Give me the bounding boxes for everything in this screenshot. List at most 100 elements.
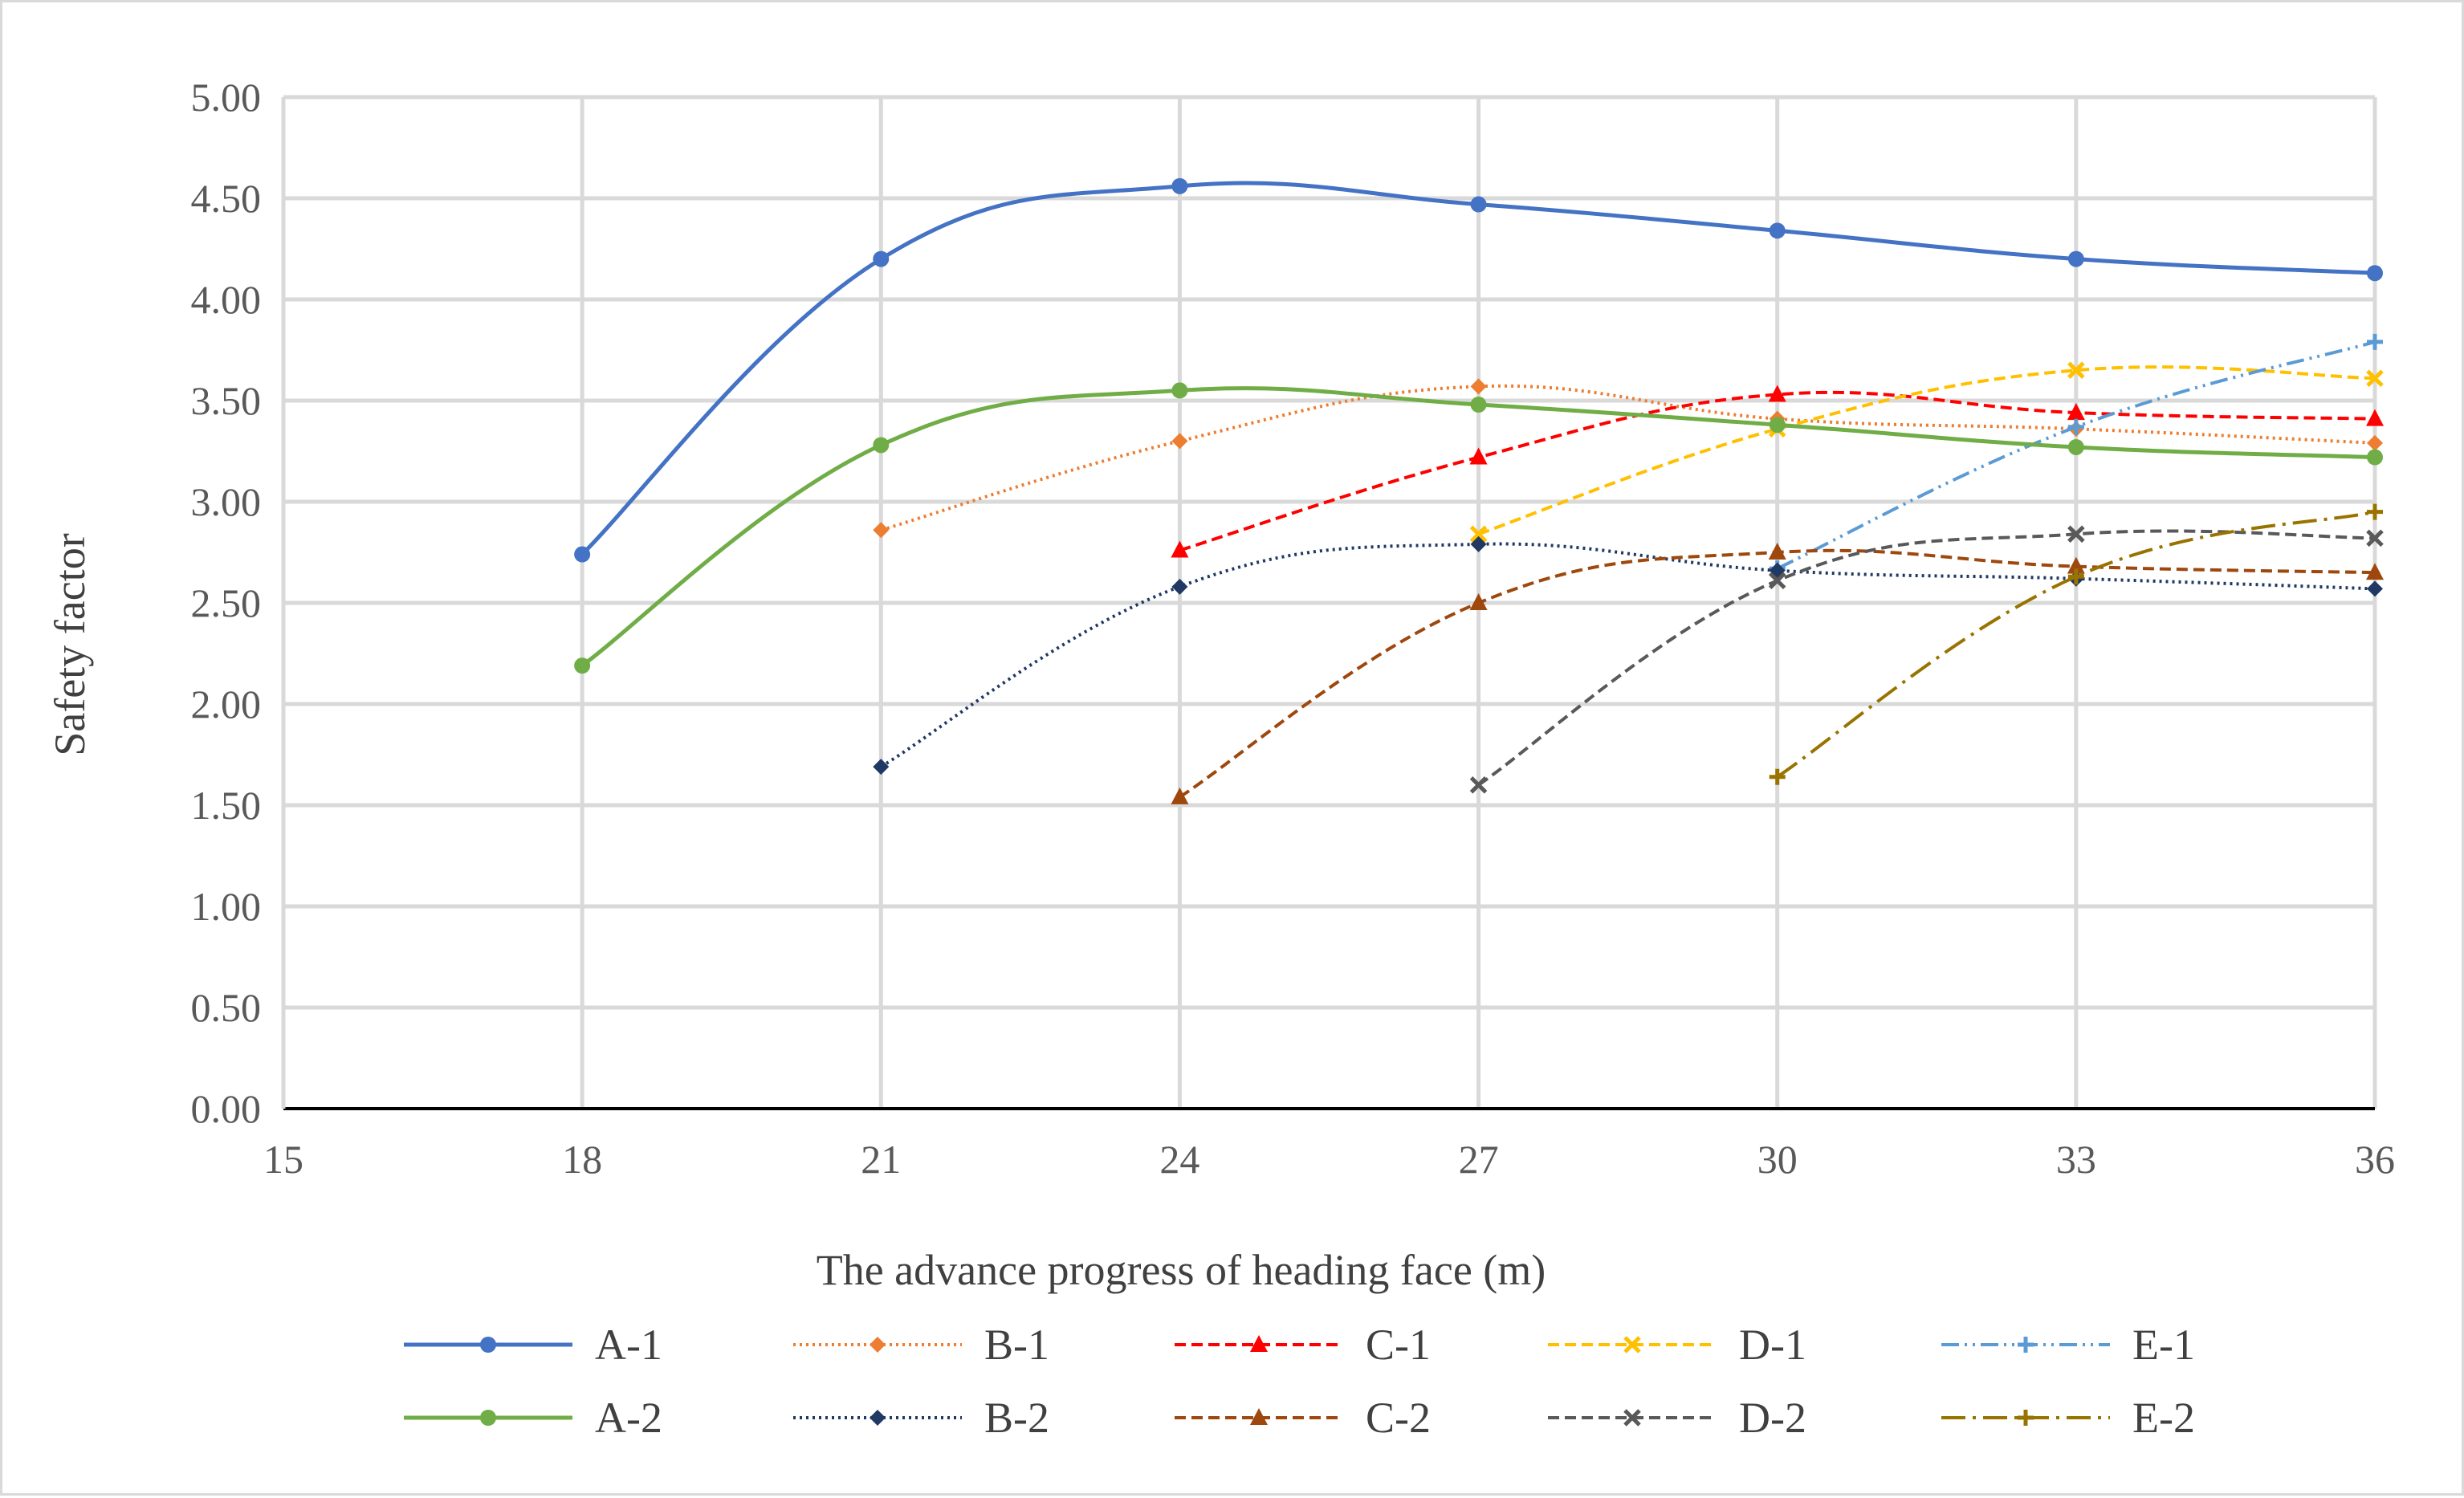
data-point-b-2 [1470,535,1487,552]
data-point-a-1 [873,250,890,267]
legend-marker-b-1 [870,1337,886,1353]
data-point-c-2 [2067,556,2085,574]
legend-label-a-2: A-2 [595,1394,662,1442]
y-tick-label: 3.00 [191,479,262,524]
legend-label-b-1: B-1 [984,1321,1049,1369]
data-point-e-1 [2367,333,2383,350]
legend-item-b-2: B-2 [793,1394,1049,1442]
data-point-a-2 [873,437,890,454]
x-tick-label: 15 [263,1137,303,1182]
data-point-c-1 [1171,540,1189,558]
legend: A-1 B-1 C-1 D-1 E-1 A-2 B-2 C-2 D-2 E-2 [404,1321,2195,1442]
data-point-c-1 [2366,409,2384,426]
legend-marker-a-2 [480,1410,496,1426]
legend-marker-e-1 [2018,1337,2034,1353]
data-point-c-1 [2067,403,2085,421]
series-line-d-1 [1477,365,2376,536]
legend-label-b-2: B-2 [984,1394,1049,1442]
data-point-e-2 [2067,568,2084,585]
series-line-b-1 [880,384,2376,532]
legend-item-a-2: A-2 [404,1394,662,1442]
legend-label-e-1: E-1 [2132,1321,2195,1369]
legend-item-d-2: D-2 [1548,1394,1806,1442]
legend-label-d-2: D-2 [1739,1394,1806,1442]
x-tick-label: 36 [2355,1137,2395,1182]
data-point-a-1 [1171,177,1188,194]
legend-item-d-1: D-1 [1548,1321,1806,1369]
legend-label-e-2: E-2 [2132,1394,2195,1442]
series-line-c-1 [1179,390,2376,552]
data-point-c-2 [1171,787,1189,804]
legend-item-b-1: B-1 [793,1321,1049,1369]
legend-label-d-1: D-1 [1739,1321,1806,1369]
data-point-b-1 [1171,433,1188,450]
series-line-b-2 [880,542,2376,768]
axes: 0.00 0.50 1.00 1.50 2.00 2.50 3.00 3.50 4.00 4.50… [191,75,2396,1182]
data-point-a-1 [1769,222,1786,239]
legend-marker-a-1 [480,1337,496,1353]
data-point-d-2 [2067,525,2085,543]
data-point-c-2 [2366,563,2384,580]
y-tick-label: 0.00 [191,1086,262,1131]
x-tick-label: 33 [2056,1137,2096,1182]
data-point-b-1 [1470,378,1487,395]
data-point-a-2 [1171,382,1188,399]
legend-marker-e-2 [2018,1410,2034,1426]
legend-item-c-1: C-1 [1175,1321,1431,1369]
legend-marker-d-1 [1623,1336,1641,1353]
series-line-d-2 [1477,529,2376,787]
data-point-a-2 [574,657,591,674]
y-tick-label: 0.50 [191,985,262,1030]
data-point-d-2 [2366,529,2384,548]
data-point-d-1 [1469,525,1488,543]
data-point-d-2 [1469,776,1488,794]
legend-label-c-2: C-2 [1366,1394,1431,1442]
legend-marker-c-1 [1250,1335,1268,1352]
legend-marker-c-2 [1250,1408,1268,1425]
data-point-d-1 [2067,361,2085,379]
data-point-a-1 [1470,196,1487,213]
data-point-b-2 [1171,578,1188,595]
y-tick-label: 5.00 [191,75,262,120]
y-tick-label: 1.00 [191,884,262,929]
data-point-c-1 [1768,385,1786,402]
data-point-b-2 [873,759,890,775]
legend-item-a-1: A-1 [404,1321,662,1369]
x-tick-label: 24 [1159,1137,1199,1182]
series-e-2 [1769,503,2383,785]
legend-marker-b-2 [870,1410,886,1426]
data-point-a-2 [2367,449,2383,466]
data-point-c-2 [1768,543,1786,560]
series-a-1 [574,177,2383,563]
legend-item-c-2: C-2 [1175,1394,1431,1442]
data-point-b-2 [2367,580,2383,597]
data-point-d-1 [2366,369,2384,388]
x-tick-label: 21 [861,1137,901,1182]
data-point-c-2 [1469,593,1488,610]
data-point-a-1 [2067,250,2084,267]
y-tick-label: 2.00 [191,682,262,727]
legend-label-a-1: A-1 [595,1321,662,1369]
legend-marker-d-2 [1623,1409,1641,1427]
data-series [574,177,2384,804]
data-point-d-2 [1768,572,1786,590]
series-c-1 [1171,385,2384,558]
data-point-e-2 [1769,768,1786,785]
gridlines [283,95,2377,1109]
x-tick-label: 30 [1757,1137,1798,1182]
x-tick-label: 18 [562,1137,602,1182]
data-point-e-1 [2067,418,2084,435]
series-d-2 [1469,525,2384,794]
y-tick-label: 1.50 [191,783,262,828]
y-axis-title: Safety factor [46,533,94,755]
data-point-b-1 [2367,434,2383,451]
x-axis-title: The advance progress of heading face (m) [817,1246,1546,1294]
series-a-2 [574,382,2383,674]
y-tick-label: 4.00 [191,277,262,322]
data-point-a-2 [1470,397,1487,413]
data-point-a-2 [2067,438,2084,455]
data-point-a-1 [574,546,591,563]
series-b-2 [873,535,2383,775]
